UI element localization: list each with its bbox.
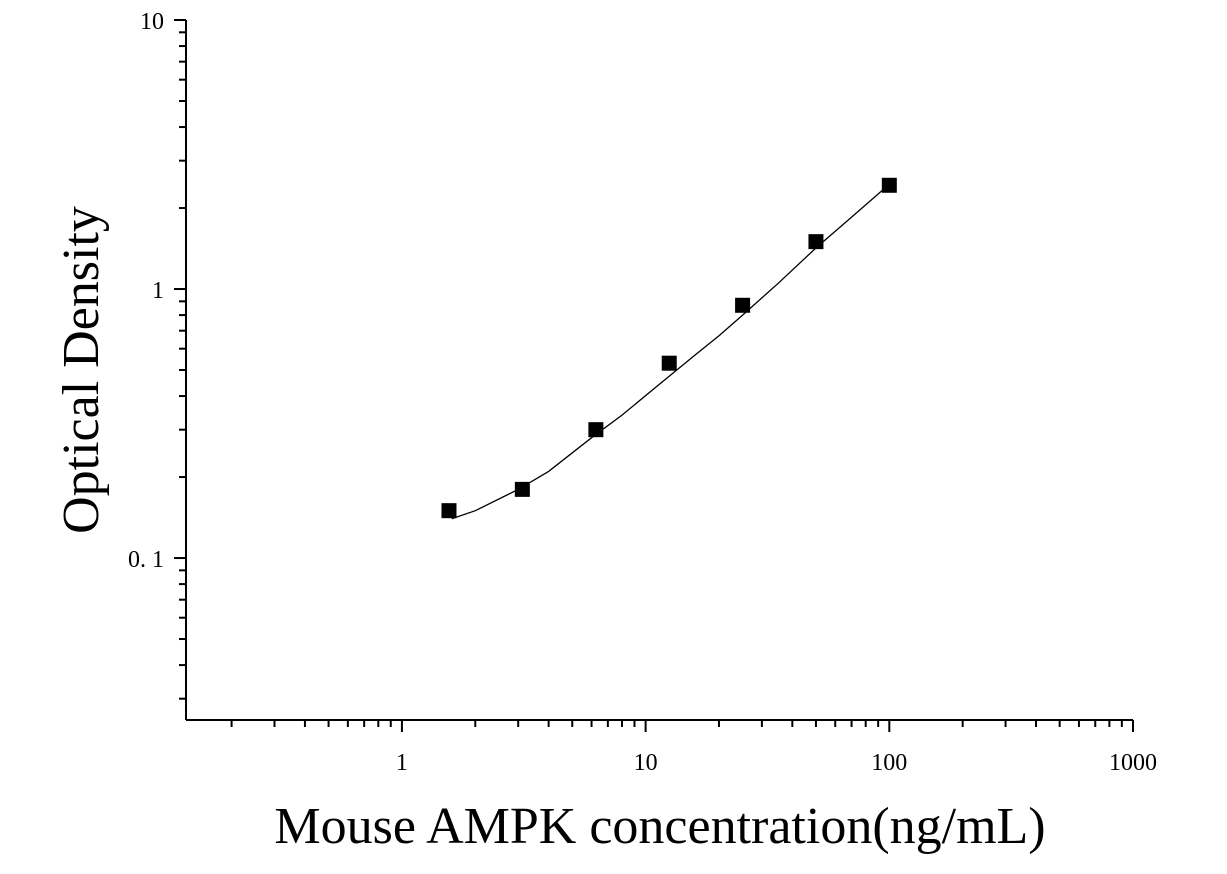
y-tick-label: 0. 1 [128, 547, 164, 573]
x-tick-label: 100 [871, 750, 907, 776]
data-point [881, 177, 897, 193]
y-tick-label: 1 [152, 278, 164, 304]
data-point [735, 297, 751, 313]
data-point [661, 355, 677, 371]
fit-curve-line [451, 183, 890, 520]
data-point [441, 503, 457, 519]
x-tick-label: 10 [634, 750, 658, 776]
data-point [514, 481, 530, 497]
x-axis-title: Mouse AMPK concentration(ng/mL) [274, 798, 1045, 855]
y-ticks: 0. 1 1 10 [128, 9, 186, 700]
x-ticks: 1 10 100 1000 [230, 720, 1157, 776]
data-point [588, 422, 604, 438]
axes [185, 20, 1133, 721]
data-point [808, 234, 824, 250]
fit-curve-layer [451, 183, 890, 520]
y-tick-label: 10 [140, 9, 164, 35]
y-axis-title: Optical Density [53, 206, 110, 534]
data-points [441, 177, 897, 519]
x-tick-label: 1000 [1109, 750, 1157, 776]
x-tick-label: 1 [396, 750, 408, 776]
